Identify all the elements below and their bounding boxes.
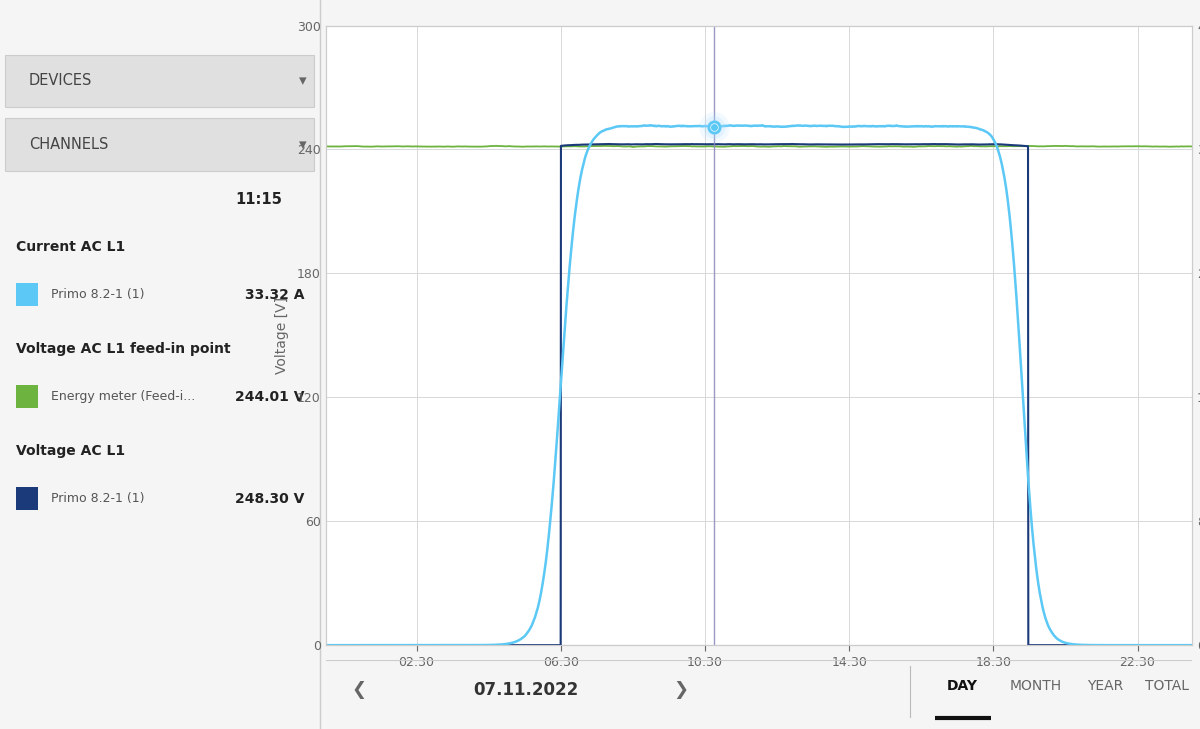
Text: ▾: ▾ [299, 74, 306, 88]
Bar [5, 118, 314, 171]
Bar [16, 283, 38, 306]
Text: 11:15: 11:15 [235, 192, 282, 207]
Text: Current AC L1: Current AC L1 [16, 240, 125, 254]
Text: Primo 8.2-1 (1): Primo 8.2-1 (1) [52, 492, 145, 505]
Text: Voltage AC L1 feed-in point: Voltage AC L1 feed-in point [16, 342, 230, 356]
Text: Energy meter (Feed-i...: Energy meter (Feed-i... [52, 390, 196, 403]
Text: 248.30 V: 248.30 V [235, 491, 305, 506]
Bar [5, 55, 314, 107]
Bar [16, 487, 38, 510]
Text: CHANNELS: CHANNELS [29, 137, 108, 152]
Bar [16, 385, 38, 408]
Text: 244.01 V: 244.01 V [235, 389, 305, 404]
Y-axis label: Voltage [V]: Voltage [V] [275, 297, 289, 374]
Text: Voltage AC L1: Voltage AC L1 [16, 444, 125, 459]
Text: MONTH: MONTH [1010, 679, 1062, 693]
Text: ❯: ❯ [673, 681, 689, 699]
Text: Primo 8.2-1 (1): Primo 8.2-1 (1) [52, 288, 145, 301]
Text: TOTAL: TOTAL [1145, 679, 1189, 693]
Text: ❮: ❮ [352, 681, 367, 699]
Text: YEAR: YEAR [1087, 679, 1123, 693]
Text: DEVICES: DEVICES [29, 74, 92, 88]
Text: 07.11.2022: 07.11.2022 [473, 681, 578, 699]
Text: ▾: ▾ [299, 137, 306, 152]
Text: DAY: DAY [947, 679, 978, 693]
Text: 33.32 A: 33.32 A [245, 287, 305, 302]
